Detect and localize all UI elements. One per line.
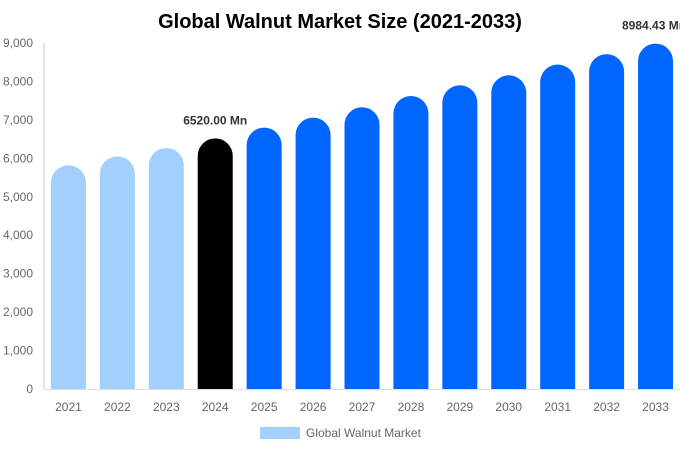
bar-2032 — [589, 54, 625, 389]
bar-2030 — [491, 75, 527, 389]
x-tick-label: 2025 — [251, 400, 278, 414]
x-tick-label: 2033 — [642, 400, 669, 414]
x-tick-label: 2029 — [446, 400, 473, 414]
x-tick-label: 2022 — [104, 400, 131, 414]
bars — [50, 43, 674, 390]
y-tick-label: 1,000 — [3, 344, 33, 358]
x-tick-label: 2027 — [349, 400, 376, 414]
x-tick-label: 2032 — [593, 400, 620, 414]
bar-2033 — [638, 43, 674, 390]
x-tick-label: 2030 — [495, 400, 522, 414]
legend-label: Global Walnut Market — [306, 426, 422, 440]
y-tick-label: 2,000 — [3, 305, 33, 319]
legend-swatch — [260, 427, 300, 439]
y-tick-label: 9,000 — [3, 36, 33, 50]
y-tick-label: 3,000 — [3, 267, 33, 281]
bar-2023 — [148, 147, 184, 389]
y-tick-label: 4,000 — [3, 228, 33, 242]
data-label: 8984.43 Mn — [622, 19, 680, 33]
y-tick-label: 8,000 — [3, 74, 33, 88]
y-tick-label: 7,000 — [3, 113, 33, 127]
bar-2024 — [197, 138, 233, 389]
bar-2022 — [99, 156, 135, 389]
x-axis: 2021 2022 2023 2024 2025 2026 2027 2028 2029 2030… — [44, 389, 680, 414]
x-tick-label: 2026 — [300, 400, 327, 414]
x-tick-label: 2021 — [55, 400, 82, 414]
bar-2026 — [295, 117, 331, 390]
bar-2021 — [50, 165, 86, 389]
bar-2031 — [540, 64, 576, 389]
y-tick-label: 5,000 — [3, 190, 33, 204]
y-axis: 0 1,000 2,000 3,000 4,000 5,000 6,000 7,000 8,00… — [3, 36, 45, 396]
data-labels: 6520.00 Mn 8984.43 Mn — [183, 19, 680, 128]
x-tick-label: 2031 — [544, 400, 571, 414]
x-tick-label: 2024 — [202, 400, 229, 414]
chart-title: Global Walnut Market Size (2021-2033) — [158, 11, 522, 33]
y-tick-label: 0 — [26, 382, 33, 396]
legend: Global Walnut Market — [260, 426, 422, 440]
bar-2029 — [442, 85, 478, 390]
data-label: 6520.00 Mn — [183, 113, 247, 127]
bar-2028 — [393, 96, 429, 389]
bar-2027 — [344, 107, 380, 390]
x-tick-label: 2028 — [398, 400, 425, 414]
bar-2025 — [246, 127, 282, 390]
x-tick-label: 2023 — [153, 400, 180, 414]
y-tick-label: 6,000 — [3, 151, 33, 165]
